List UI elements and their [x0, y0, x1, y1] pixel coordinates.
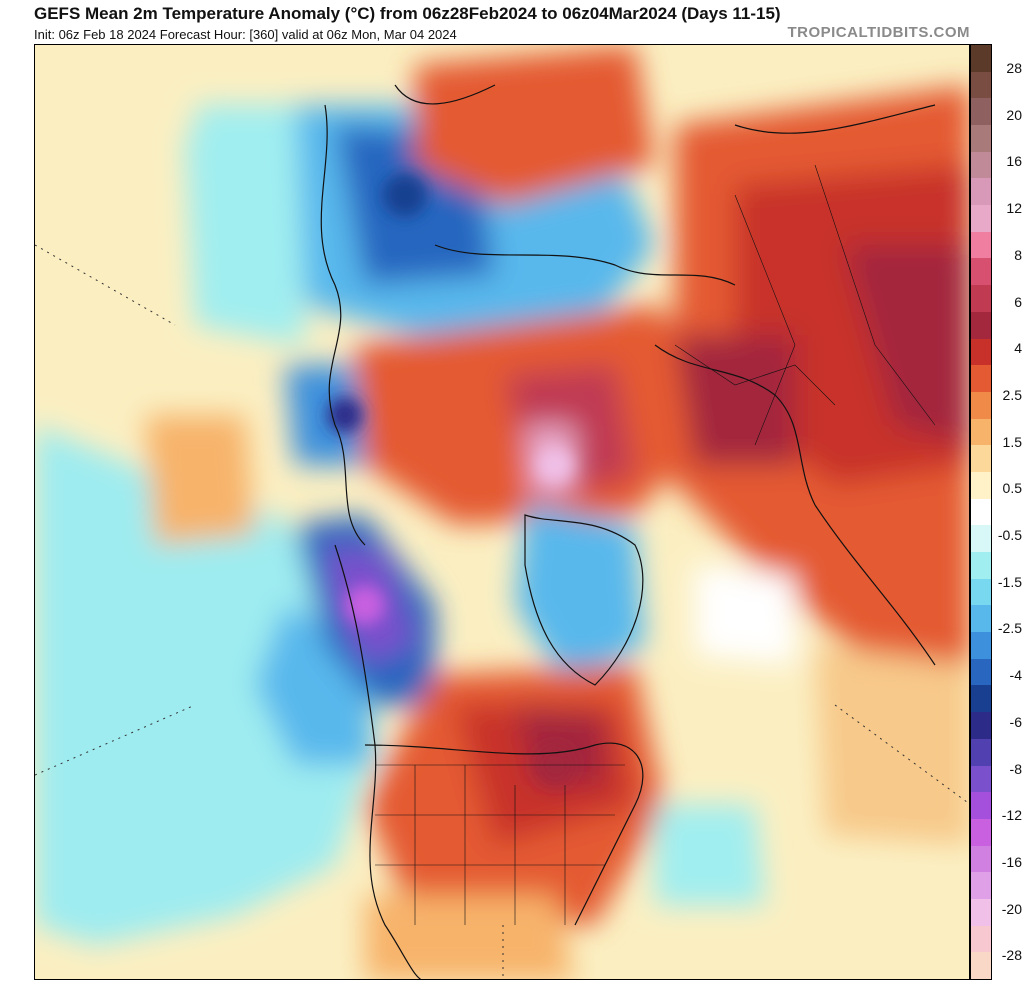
map-subtitle: Init: 06z Feb 18 2024 Forecast Hour: [36…: [34, 27, 457, 42]
colorbar-swatch: [971, 365, 991, 393]
colorbar-tick-label: 4: [1014, 340, 1022, 357]
colorbar-tick-label: -0.5: [997, 527, 1022, 543]
colorbar-tick-label: -28: [1001, 947, 1022, 964]
colorbar-swatch: [971, 712, 991, 740]
colorbar-swatch: [971, 952, 991, 980]
colorbar-swatch: [971, 632, 991, 660]
colorbar-swatch: [971, 178, 991, 206]
colorbar-swatch: [971, 552, 991, 580]
colorbar-tick-label: 16: [1006, 153, 1022, 170]
colorbar-swatch: [971, 818, 991, 847]
colorbar-swatch: [971, 285, 991, 313]
anomaly-fields: [35, 45, 969, 979]
colorbar-swatch: [971, 605, 991, 633]
colorbar-swatch: [971, 45, 991, 73]
colorbar-swatch: [971, 338, 991, 366]
colorbar-swatch: [971, 738, 991, 766]
colorbar: [970, 44, 992, 980]
colorbar-swatch: [971, 498, 991, 526]
colorbar-labels: 28 20 16 12 8 6 4 2.5 1.5 0.5 -0.5 -1.5 -2.5 -4 -6 -8 -1…: [994, 44, 1024, 980]
colorbar-swatch: [971, 845, 991, 873]
colorbar-swatch: [971, 471, 991, 500]
colorbar-swatch: [971, 898, 991, 927]
colorbar-swatch: [971, 418, 991, 446]
colorbar-swatch: [971, 231, 991, 259]
colorbar-tick-label: 2.5: [1002, 386, 1022, 403]
colorbar-tick-label: -6: [1009, 713, 1022, 730]
colorbar-swatch: [971, 578, 991, 606]
colorbar-tick-label: -8: [1009, 760, 1022, 777]
map-canvas: [35, 45, 969, 979]
colorbar-swatch: [971, 792, 991, 820]
map-title: GEFS Mean 2m Temperature Anomaly (°C) fr…: [34, 4, 781, 23]
coastlines: [320, 84, 936, 979]
colorbar-swatch: [971, 872, 991, 900]
colorbar-swatch: [971, 445, 991, 473]
colorbar-swatch: [971, 125, 991, 153]
colorbar-tick-label: 0.5: [1002, 480, 1022, 497]
colorbar-tick-label: -16: [1001, 853, 1022, 870]
colorbar-tick-label: 20: [1006, 106, 1022, 123]
dotted-reference-lines: [35, 244, 969, 979]
colorbar-tick-label: 8: [1014, 246, 1022, 263]
colorbar-tick-label: 1.5: [1002, 433, 1022, 450]
colorbar-swatch: [971, 258, 991, 286]
colorbar-tick-label: -12: [1001, 807, 1022, 824]
anomaly-detail: [327, 173, 575, 785]
colorbar-swatch: [971, 765, 991, 793]
colorbar-swatch: [971, 71, 991, 99]
source-credit: TROPICALTIDBITS.COM: [787, 24, 970, 41]
colorbar-tick-label: -20: [1001, 900, 1022, 917]
colorbar-swatch: [971, 525, 991, 553]
colorbar-tick-label: -4: [1009, 667, 1022, 684]
colorbar-swatch: [971, 98, 991, 126]
colorbar-tick-label: 28: [1006, 60, 1022, 76]
colorbar-swatch: [971, 151, 991, 179]
colorbar-tick-label: -2.5: [997, 620, 1022, 637]
colorbar-tick-label: -1.5: [997, 573, 1022, 590]
colorbar-swatch: [971, 311, 991, 340]
colorbar-swatch: [971, 205, 991, 233]
colorbar-tick-label: 6: [1014, 293, 1022, 310]
colorbar-swatch: [971, 391, 991, 420]
colorbar-swatch: [971, 925, 991, 953]
political-borders: [375, 164, 936, 925]
colorbar-swatch: [971, 658, 991, 686]
temperature-anomaly-map: [34, 44, 970, 980]
colorbar-tick-label: 12: [1006, 200, 1022, 217]
colorbar-swatch: [971, 685, 991, 713]
